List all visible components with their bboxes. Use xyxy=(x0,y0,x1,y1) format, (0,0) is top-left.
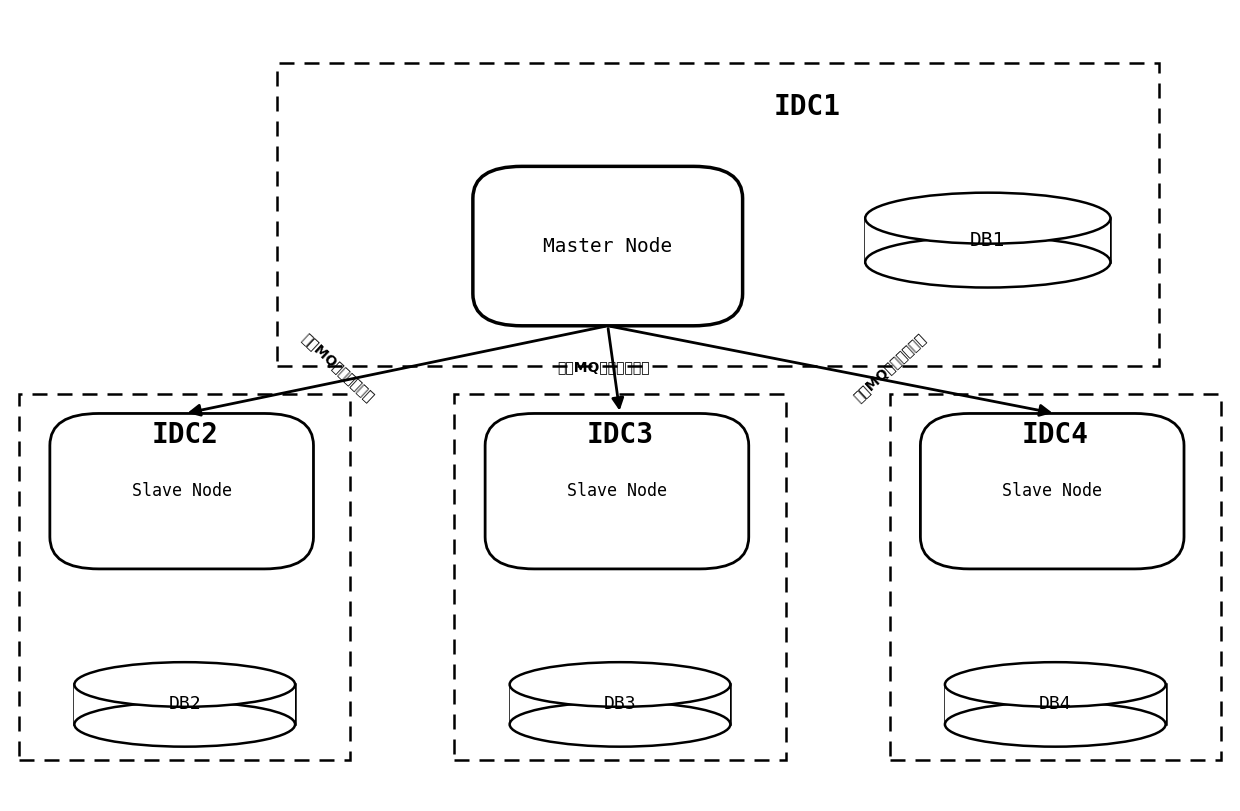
FancyBboxPatch shape xyxy=(485,414,749,569)
Text: DB2: DB2 xyxy=(169,695,201,714)
Text: DB3: DB3 xyxy=(604,695,636,714)
Text: Slave Node: Slave Node xyxy=(567,483,667,500)
Text: DB4: DB4 xyxy=(1039,695,1071,714)
Bar xyxy=(277,62,1159,366)
FancyBboxPatch shape xyxy=(920,414,1184,569)
Bar xyxy=(890,393,1221,760)
Ellipse shape xyxy=(945,702,1166,747)
Ellipse shape xyxy=(866,193,1111,243)
Text: Slave Node: Slave Node xyxy=(1002,483,1102,500)
Ellipse shape xyxy=(510,662,730,707)
Bar xyxy=(19,393,350,760)
Bar xyxy=(510,684,730,724)
Text: Slave Node: Slave Node xyxy=(131,483,232,500)
Bar xyxy=(866,218,1111,262)
Bar xyxy=(74,684,295,724)
Text: IDC2: IDC2 xyxy=(151,422,218,449)
Text: Master Node: Master Node xyxy=(543,237,672,255)
Text: 通过MQ发送校验信息: 通过MQ发送校验信息 xyxy=(299,331,377,404)
Text: DB1: DB1 xyxy=(970,230,1006,250)
Ellipse shape xyxy=(74,662,295,707)
Bar xyxy=(945,684,1166,724)
Ellipse shape xyxy=(74,702,295,747)
Ellipse shape xyxy=(510,702,730,747)
Text: IDC4: IDC4 xyxy=(1022,422,1089,449)
FancyBboxPatch shape xyxy=(50,414,314,569)
Text: 通过MQ发送校验信息: 通过MQ发送校验信息 xyxy=(558,360,650,374)
Text: IDC3: IDC3 xyxy=(587,422,653,449)
Ellipse shape xyxy=(945,662,1166,707)
FancyBboxPatch shape xyxy=(472,166,743,326)
Bar xyxy=(455,393,785,760)
Text: IDC1: IDC1 xyxy=(774,92,841,121)
Text: 通过MQ发送校验信息: 通过MQ发送校验信息 xyxy=(851,331,929,404)
Ellipse shape xyxy=(866,237,1111,288)
